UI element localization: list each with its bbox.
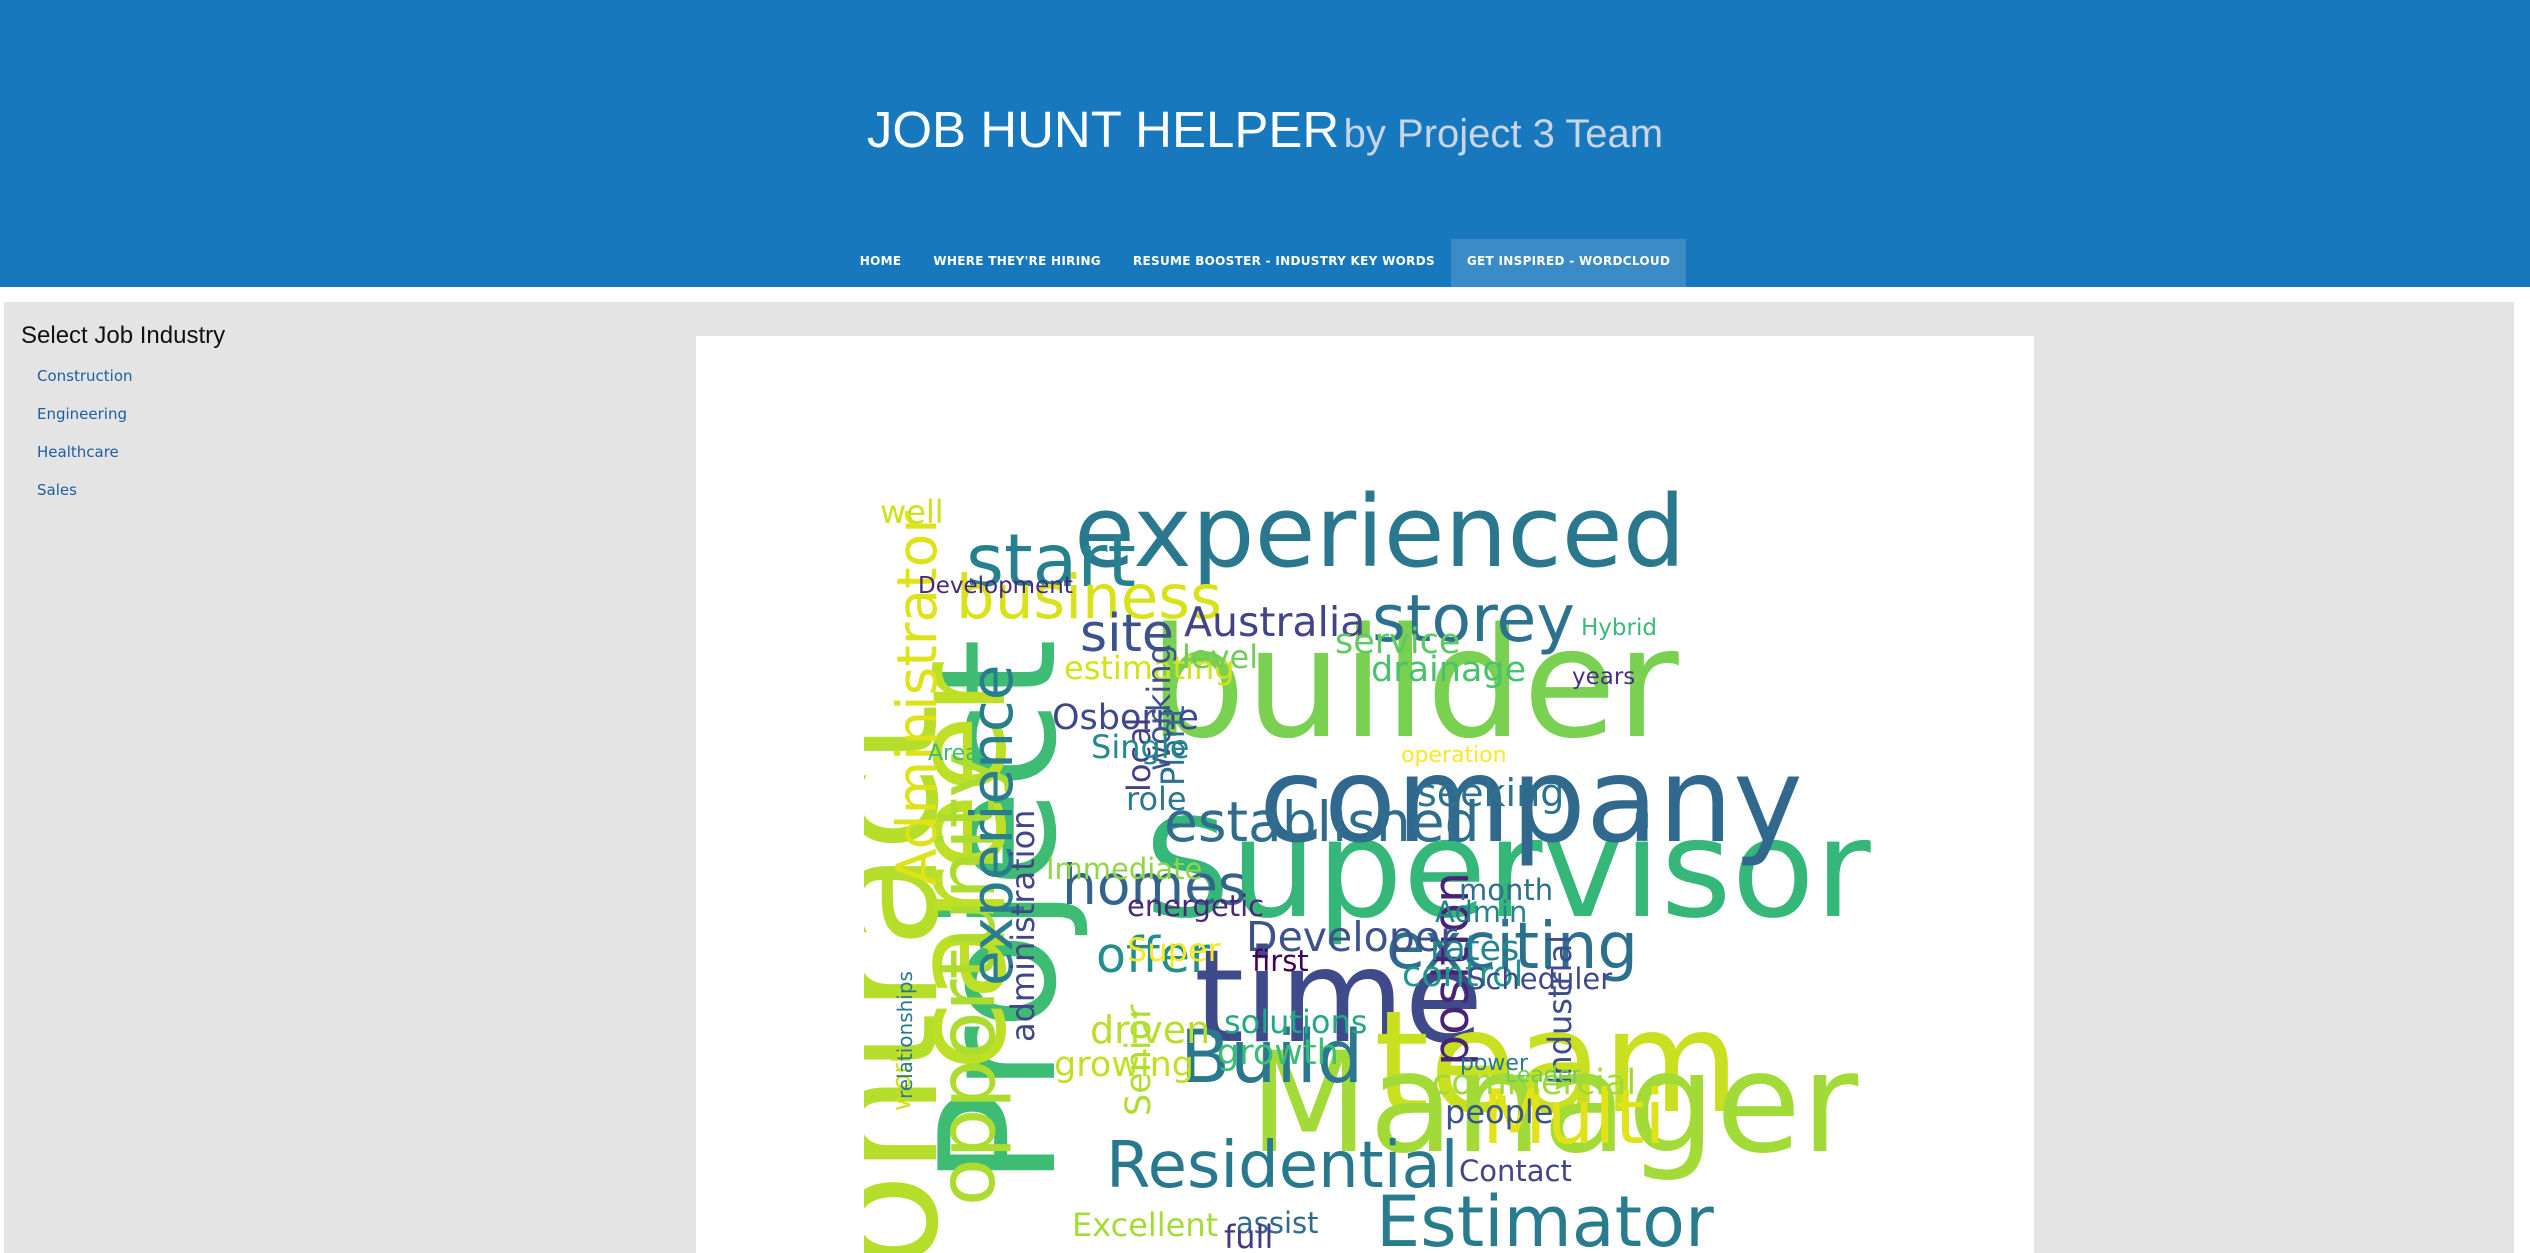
wordcloud-word: Residential (1106, 1129, 1459, 1203)
wordcloud-word: experienced (1074, 486, 1686, 590)
wordcloud-word: Scheduler (1467, 962, 1612, 996)
wordcloud-word: estimating (1064, 649, 1235, 687)
wordcloud-word: Osborne (1052, 698, 1199, 738)
wordcloud-word: Estimator (1376, 1181, 1714, 1253)
wordcloud-word: Supervisor (1144, 791, 1871, 949)
wordcloud-word: builder (1149, 595, 1679, 772)
wordcloud-word: people (1445, 1093, 1553, 1131)
wordcloud-word: Build (1180, 1015, 1363, 1100)
wordcloud-word: Admin (1435, 895, 1527, 929)
wordcloud-word: control (1402, 955, 1523, 995)
wordcloud-word: time (1194, 923, 1483, 1072)
wordcloud-word: growing (1054, 1045, 1194, 1085)
wordcloud-word: Manager (1249, 1022, 1859, 1184)
wordcloud-word: Developer (1246, 913, 1457, 961)
wordcloud-word: position (1423, 872, 1480, 1066)
nav-home[interactable]: HOME (859, 254, 902, 268)
nav-get-inspired-wordcloud[interactable]: GET INSPIRED - WORDCLOUD (1450, 239, 1687, 287)
nav-resume-booster[interactable]: RESUME BOOSTER - INDUSTRY KEY WORDS (1132, 254, 1435, 268)
wordcloud-word: company (1259, 731, 1803, 869)
wordcloud-word: storey (1372, 582, 1575, 657)
wordcloud-word: seeking (1417, 771, 1564, 815)
wordcloud-word: Australia (1184, 598, 1365, 646)
wordcloud-word: energetic (1127, 889, 1264, 923)
wordcloud-word: well (880, 493, 944, 531)
wordcloud-word: role (1126, 780, 1187, 818)
wordcloud-word: years (1572, 664, 1635, 690)
header-divider (0, 287, 2530, 302)
wordcloud-word: Senior (1119, 1004, 1159, 1116)
wordcloud-word: Single (1091, 728, 1189, 766)
nav-where-theyre-hiring[interactable]: WHERE THEY'RE HIRING (933, 254, 1101, 268)
site-title: JOB HUNT HELPER by Project 3 Team (0, 100, 2530, 159)
wordcloud-word: Project (905, 639, 1092, 1186)
wordcloud-word: commercial (1432, 1063, 1636, 1103)
sidebar-title: Select Job Industry (21, 322, 226, 349)
wordcloud-image: Project builder experienced Supervisor compa… (864, 486, 1874, 1253)
industry-link-engineering[interactable]: Engineering (37, 405, 127, 423)
wordcloud-word: administration (1004, 810, 1042, 1042)
wordcloud-word: Administrator (885, 511, 949, 886)
industry-link-healthcare[interactable]: Healthcare (37, 443, 119, 461)
wordcloud-word: first (1252, 944, 1309, 978)
wordcloud-word: Immediate (1046, 852, 1202, 886)
wordcloud-word: Area (928, 741, 979, 766)
wordcloud-word: experience (958, 665, 1026, 986)
wordcloud-word: operation (1401, 743, 1507, 768)
wordcloud-panel: Project builder experienced Supervisor compa… (696, 336, 2034, 1253)
wordcloud-word: Development (918, 573, 1073, 599)
wordcloud-word: career (886, 662, 1035, 1071)
wordcloud-word: homes (1062, 853, 1247, 917)
wordcloud-word: Contact (1459, 1154, 1572, 1188)
wordcloud-word: Excellent (1072, 1206, 1218, 1244)
wordcloud-word: site (1080, 604, 1174, 664)
wordcloud-word: established (1164, 790, 1480, 854)
wordcloud-word: working (1140, 644, 1178, 771)
wordcloud-word: offer (1096, 927, 1211, 984)
wordcloud-word: Super (1127, 931, 1222, 969)
wordcloud-word: start (966, 519, 1136, 604)
wordcloud-word: power (1460, 1051, 1529, 1076)
industry-link-sales[interactable]: Sales (37, 481, 77, 499)
wordcloud-word: driven (1090, 1008, 1210, 1052)
wordcloud-word: Leader (1505, 1063, 1581, 1088)
site-header: JOB HUNT HELPER by Project 3 Team HOME W… (0, 0, 2530, 287)
wordcloud-word: drainage (1371, 650, 1526, 690)
wordcloud-word: Multi (1482, 1073, 1665, 1161)
wordcloud-word: growth (1217, 1033, 1339, 1073)
wordcloud-word: Plant (1154, 705, 1192, 786)
wordcloud-word: level (1182, 638, 1258, 676)
wordcloud-word: relationships (893, 971, 917, 1099)
wordcloud-word: service (1335, 622, 1460, 662)
wordcloud-word: Hybrid (1581, 615, 1657, 641)
wordcloud-word: team (1374, 981, 1740, 1145)
site-title-subtitle: by Project 3 Team (1343, 112, 1664, 156)
main-content: Select Job Industry Construction Enginee… (4, 302, 2514, 1253)
wordcloud-word: local (1120, 717, 1158, 792)
wordcloud-word: Industrial (1541, 935, 1579, 1085)
wordcloud-word: full (1224, 1218, 1273, 1253)
main-nav: HOME WHERE THEY'RE HIRING RESUME BOOSTER… (0, 239, 2530, 287)
site-title-main: JOB HUNT HELPER (866, 101, 1340, 158)
wordcloud-word: work (887, 1048, 917, 1111)
wordcloud-word: contract (864, 704, 974, 1253)
wordcloud-word: solutions (1224, 1003, 1367, 1041)
industry-link-construction[interactable]: Construction (37, 367, 133, 385)
wordcloud-word: exciting (1386, 910, 1638, 984)
wordcloud-word: business (956, 562, 1222, 633)
wordcloud-word: assist (1236, 1206, 1319, 1240)
wordcloud-word: rates (1430, 929, 1519, 969)
industry-list: Construction Engineering Healthcare Sale… (37, 366, 133, 518)
wordcloud-word: month (1459, 873, 1553, 907)
wordcloud-word: opportunity (923, 752, 1013, 1206)
